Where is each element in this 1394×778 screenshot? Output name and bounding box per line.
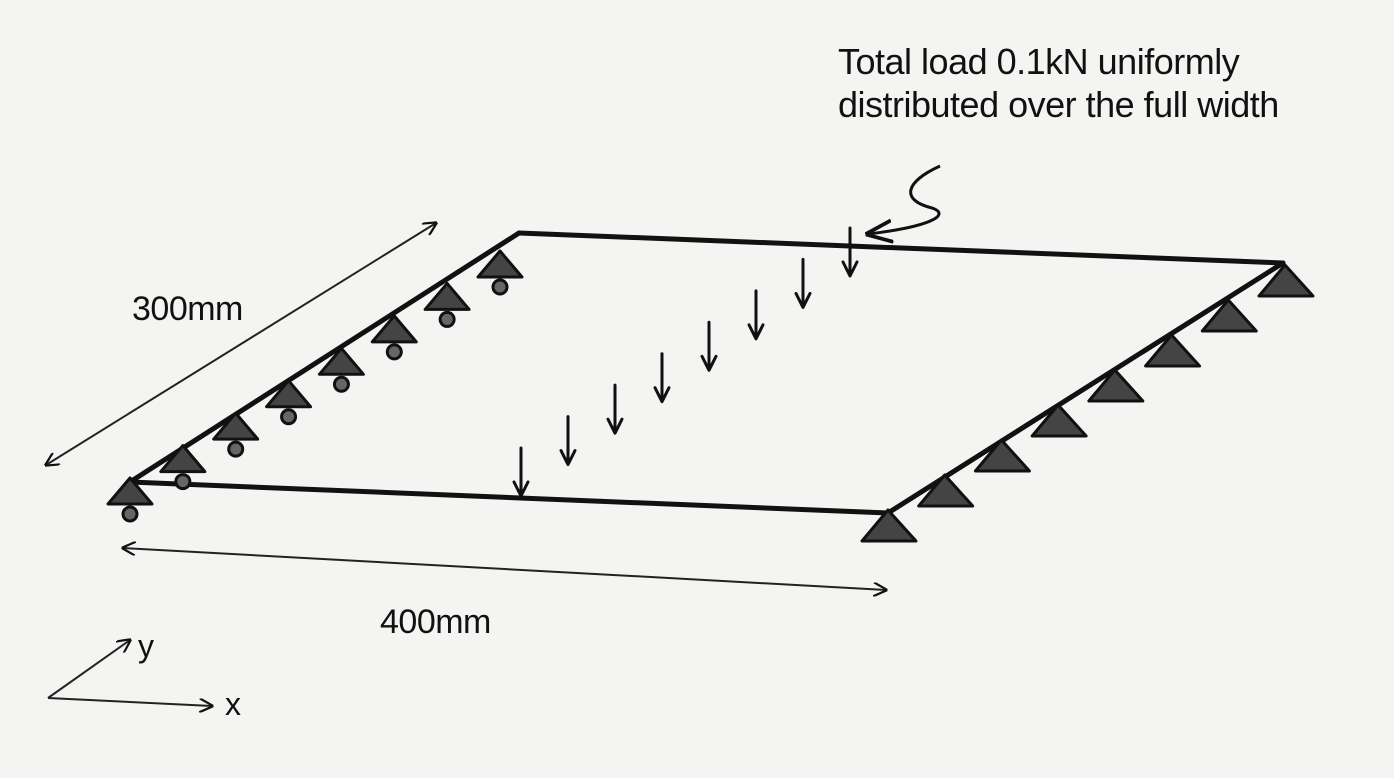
pin-support (1030, 403, 1088, 438)
axis-x-label: x (225, 686, 241, 722)
load-arrow (700, 320, 718, 372)
dimension-line-400 (123, 548, 886, 590)
plate-far-edge (516, 230, 1286, 266)
pin-support (860, 508, 918, 543)
axis-x-arrow (47, 697, 212, 706)
plate-right-edge (885, 260, 1286, 516)
load-note-line-2: distributed over the full width (838, 84, 1279, 125)
load-arrow (559, 415, 577, 467)
load-note: Total load 0.1kN uniformly distributed o… (838, 40, 1279, 126)
pin-supports (860, 263, 1315, 543)
axis-y-arrow (47, 640, 130, 699)
pin-support (1144, 333, 1202, 368)
roller-support (212, 411, 260, 458)
plate-outline (127, 230, 1286, 516)
load-arrow (606, 383, 624, 435)
plate-left-edge (127, 230, 522, 485)
dimension-length-label: 400mm (380, 603, 491, 641)
pin-support (1087, 368, 1145, 403)
axis-y-label: y (138, 628, 154, 664)
load-arrow (794, 257, 812, 309)
dimension-line-300 (46, 223, 436, 465)
roller-support (476, 249, 524, 296)
load-note-line-1: Total load 0.1kN uniformly (838, 41, 1240, 82)
pin-support (1257, 263, 1315, 298)
load-arrow (512, 446, 530, 498)
dimension-width-label: 300mm (132, 290, 243, 328)
pin-support (1200, 298, 1258, 333)
roller-support (106, 476, 154, 523)
plate-near-edge (127, 479, 891, 516)
distributed-load-arrows (512, 226, 859, 498)
pin-support (917, 473, 975, 508)
load-arrow (653, 352, 671, 404)
roller-support (265, 379, 313, 426)
pin-support (973, 438, 1031, 473)
load-note-leader (868, 164, 941, 234)
load-arrow (841, 226, 859, 278)
load-arrow (747, 289, 765, 341)
